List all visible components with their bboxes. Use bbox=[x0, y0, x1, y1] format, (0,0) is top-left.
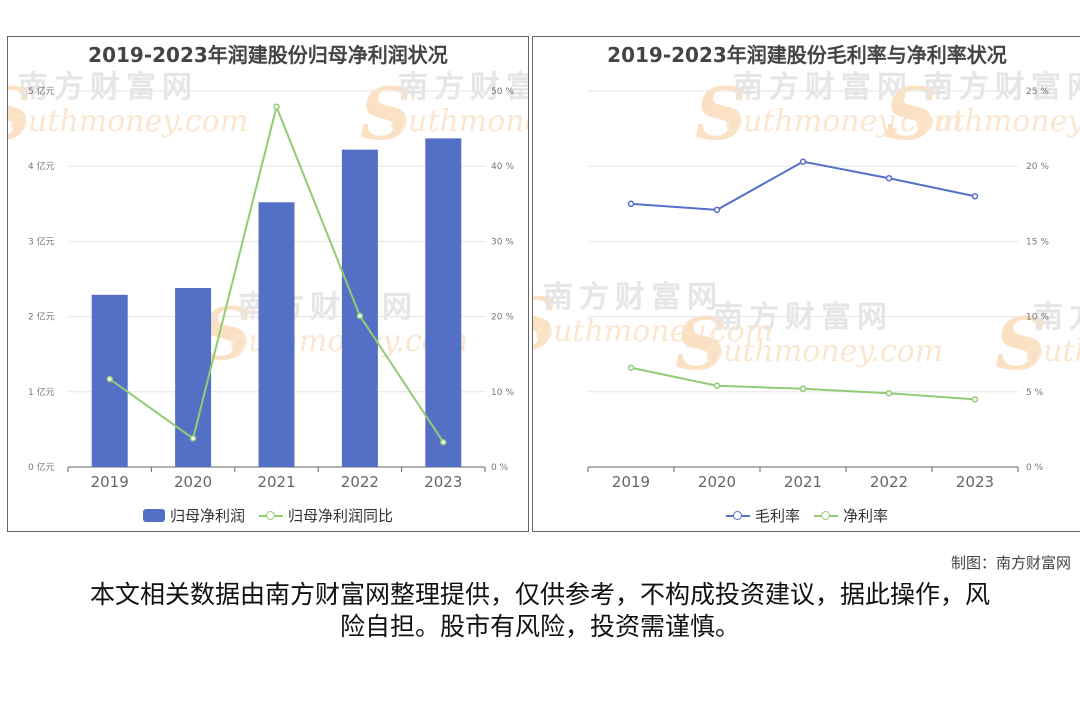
watermark-cn: 南方财富网 bbox=[713, 300, 893, 335]
point-net-margin-2023 bbox=[971, 396, 979, 403]
y-left-tick-label: 5 亿元 bbox=[28, 85, 55, 97]
point-gross-margin-2021 bbox=[799, 158, 807, 165]
chart-title: 2019-2023年润建股份毛利率与净利率状况 bbox=[607, 43, 1007, 67]
x-tick-label: 2023 bbox=[424, 473, 462, 491]
chart-title: 2019-2023年润建股份归母净利润状况 bbox=[88, 43, 448, 67]
y-right-tick-label: 10 % bbox=[1026, 313, 1049, 323]
watermark-s: S bbox=[885, 71, 937, 156]
y-right-tick-label: 40 % bbox=[491, 162, 514, 172]
point-gross-margin-2022 bbox=[885, 174, 893, 182]
watermark-s: S bbox=[695, 71, 747, 156]
margin-chart: S南方财富网outhmoney.comS南方财富网outhmoney.comS南… bbox=[533, 70, 1080, 491]
point-net-margin-2019 bbox=[627, 364, 635, 371]
legend-line-swatch bbox=[259, 510, 283, 522]
chart-legend: 毛利率 净利率 bbox=[533, 505, 1080, 526]
disclaimer-text: 本文相关数据由南方财富网整理提供，仅供参考，不构成投资建议，据此操作，风险自担。… bbox=[89, 580, 990, 641]
point-net-profit-yoy-2019 bbox=[106, 375, 113, 383]
watermark-en: outhmoney.com bbox=[1025, 334, 1080, 369]
legend-label: 毛利率 bbox=[754, 507, 800, 525]
point-net-profit-yoy-2022 bbox=[356, 312, 364, 320]
y-right-tick-label: 25 % bbox=[1026, 87, 1049, 97]
legend-item-net-profit-yoy[interactable]: 归母净利润同比 bbox=[259, 505, 393, 526]
watermark-cn: 南方财富网 bbox=[923, 70, 1080, 105]
watermark-en: outhmoney.com bbox=[535, 314, 773, 349]
point-gross-margin-2019 bbox=[627, 200, 635, 208]
watermark-s: S bbox=[533, 281, 557, 366]
net-profit-chart-panel: S南方财富网outhmoney.comS南方财富网outhmoney.comS南… bbox=[7, 36, 529, 532]
x-tick-label: 2020 bbox=[174, 473, 212, 491]
net-profit-chart: S南方财富网outhmoney.comS南方财富网outhmoney.comS南… bbox=[8, 70, 528, 491]
y-right-tick-label: 10 % bbox=[491, 388, 514, 398]
y-right-tick-label: 30 % bbox=[491, 237, 514, 247]
point-net-profit-yoy-2021 bbox=[273, 103, 280, 111]
x-tick-label: 2022 bbox=[870, 473, 908, 491]
legend-line-swatch bbox=[814, 510, 838, 522]
legend-label: 归母净利润 bbox=[169, 507, 245, 525]
series-line-gross-margin bbox=[630, 160, 976, 211]
watermark-s: S bbox=[8, 71, 32, 156]
watermark-cn: 南方财富网 bbox=[543, 280, 723, 315]
y-right-tick-label: 20 % bbox=[491, 313, 514, 323]
bar-net-profit-2021 bbox=[258, 202, 295, 467]
watermark-s: S bbox=[675, 301, 727, 386]
point-net-profit-yoy-2020 bbox=[189, 435, 197, 442]
y-right-tick-label: 15 % bbox=[1026, 237, 1049, 247]
watermark-en: outhmoney.com bbox=[10, 104, 248, 139]
legend-label: 归母净利润同比 bbox=[288, 507, 394, 525]
point-net-profit-yoy-2023 bbox=[440, 438, 447, 446]
chart-legend: 归母净利润 归母净利润同比 bbox=[8, 505, 528, 526]
x-tick-label: 2019 bbox=[91, 473, 129, 491]
y-right-tick-label: 20 % bbox=[1026, 162, 1049, 172]
point-net-margin-2021 bbox=[799, 385, 807, 393]
x-tick-label: 2023 bbox=[956, 473, 994, 491]
y-left-tick-label: 4 亿元 bbox=[28, 160, 55, 172]
bar-net-profit-2022 bbox=[341, 149, 378, 467]
point-net-margin-2022 bbox=[885, 390, 893, 397]
point-gross-margin-2020 bbox=[713, 206, 721, 214]
x-tick-label: 2020 bbox=[698, 473, 736, 491]
y-right-tick-label: 0 % bbox=[491, 463, 509, 473]
bar-net-profit-2023 bbox=[425, 138, 462, 467]
y-right-tick-label: 50 % bbox=[491, 87, 514, 97]
watermark-en: outhmoney.com bbox=[705, 334, 943, 369]
watermark-cn: 南方财富网 bbox=[398, 70, 528, 105]
x-tick-label: 2021 bbox=[784, 473, 822, 491]
x-tick-label: 2022 bbox=[341, 473, 379, 491]
watermark-en: outhmoney.com bbox=[915, 104, 1080, 139]
y-left-tick-label: 1 亿元 bbox=[28, 386, 55, 398]
legend-item-net-profit[interactable]: 归母净利润 bbox=[142, 505, 245, 526]
watermark-cn: 南方财富网 bbox=[1033, 300, 1080, 335]
watermark-s: S bbox=[995, 301, 1047, 386]
legend-bar-swatch bbox=[142, 509, 165, 522]
legend-label: 净利率 bbox=[843, 507, 889, 525]
legend-line-swatch bbox=[725, 510, 750, 522]
watermark-cn: 南方财富网 bbox=[18, 70, 198, 105]
y-right-tick-label: 0 % bbox=[1026, 463, 1044, 473]
chart-credit: 制图：南方财富网 bbox=[950, 554, 1071, 572]
point-gross-margin-2023 bbox=[971, 193, 979, 200]
y-right-tick-label: 5 % bbox=[1026, 388, 1044, 398]
x-tick-label: 2021 bbox=[257, 473, 295, 491]
point-net-margin-2020 bbox=[713, 382, 721, 390]
legend-item-net-margin[interactable]: 净利率 bbox=[814, 505, 888, 526]
y-left-tick-label: 2 亿元 bbox=[28, 311, 55, 323]
watermark-s: S bbox=[360, 71, 412, 156]
watermark-en: outhmoney.com bbox=[725, 104, 963, 139]
y-left-tick-label: 3 亿元 bbox=[28, 235, 55, 247]
legend-item-gross-margin[interactable]: 毛利率 bbox=[725, 505, 800, 526]
margin-chart-panel: S南方财富网outhmoney.comS南方财富网outhmoney.comS南… bbox=[532, 36, 1080, 532]
watermark-en: outhmoney.com bbox=[390, 104, 528, 139]
watermark-cn: 南方财富网 bbox=[733, 70, 913, 105]
y-left-tick-label: 0 亿元 bbox=[28, 461, 55, 473]
x-tick-label: 2019 bbox=[612, 473, 650, 491]
